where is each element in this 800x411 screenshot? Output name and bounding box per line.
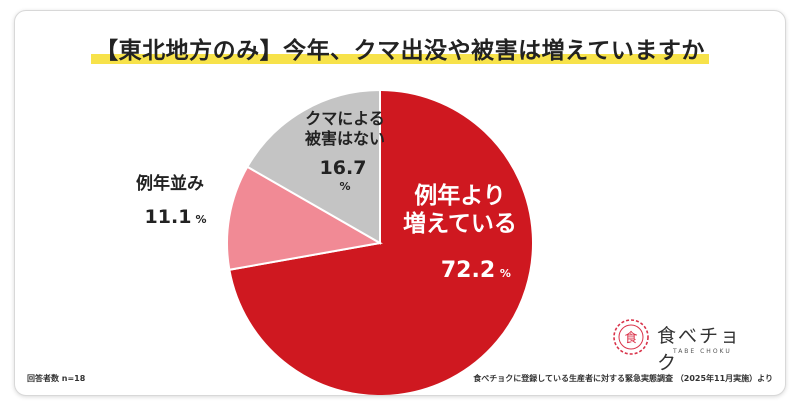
- slice-value-1: 11.1: [145, 206, 192, 228]
- respondent-count: 回答者数 n=18: [27, 374, 86, 383]
- slice-label-0-line-0: 例年より: [414, 182, 506, 209]
- chart-title: 【東北地方のみ】今年、クマ出没や被害は増えていますか: [15, 31, 785, 65]
- slice-unit-0: %: [500, 267, 511, 280]
- logo-mark-icon: 食: [613, 319, 649, 355]
- logo-name: 食べチョク: [657, 325, 742, 374]
- logo-sub: TABE CHOKU: [673, 348, 732, 355]
- source-note: 食べチョクに登録している生産者に対する緊急実態調査 （2025年11月実施）より: [473, 374, 773, 383]
- chart-card: 【東北地方のみ】今年、クマ出没や被害は増えていますか 例年より 増えている 72.2…: [14, 10, 786, 396]
- pie-slice-2: [245, 88, 381, 245]
- slice-unit-1: %: [196, 213, 207, 226]
- slice-label-0-line-1: 増えている: [403, 210, 517, 237]
- slice-unit-2: %: [339, 180, 350, 193]
- chart-title-text: 【東北地方のみ】今年、クマ出没や被害は増えていますか: [91, 38, 709, 64]
- slice-value-2: 16.7: [320, 157, 367, 179]
- slice-label-1-line-0: 例年並み: [136, 173, 204, 194]
- slice-value-0: 72.2: [441, 258, 495, 283]
- tabechoku-logo: 食 食べチョク TABE CHOKU: [611, 317, 761, 374]
- pie-slice-0: [228, 88, 534, 395]
- pie-slice-1: [226, 165, 383, 271]
- logo-mark-text: 食: [624, 330, 637, 346]
- slice-label-2-line-0: クマによる: [305, 109, 385, 128]
- slice-label-2-line-1: 被害はない: [305, 129, 385, 148]
